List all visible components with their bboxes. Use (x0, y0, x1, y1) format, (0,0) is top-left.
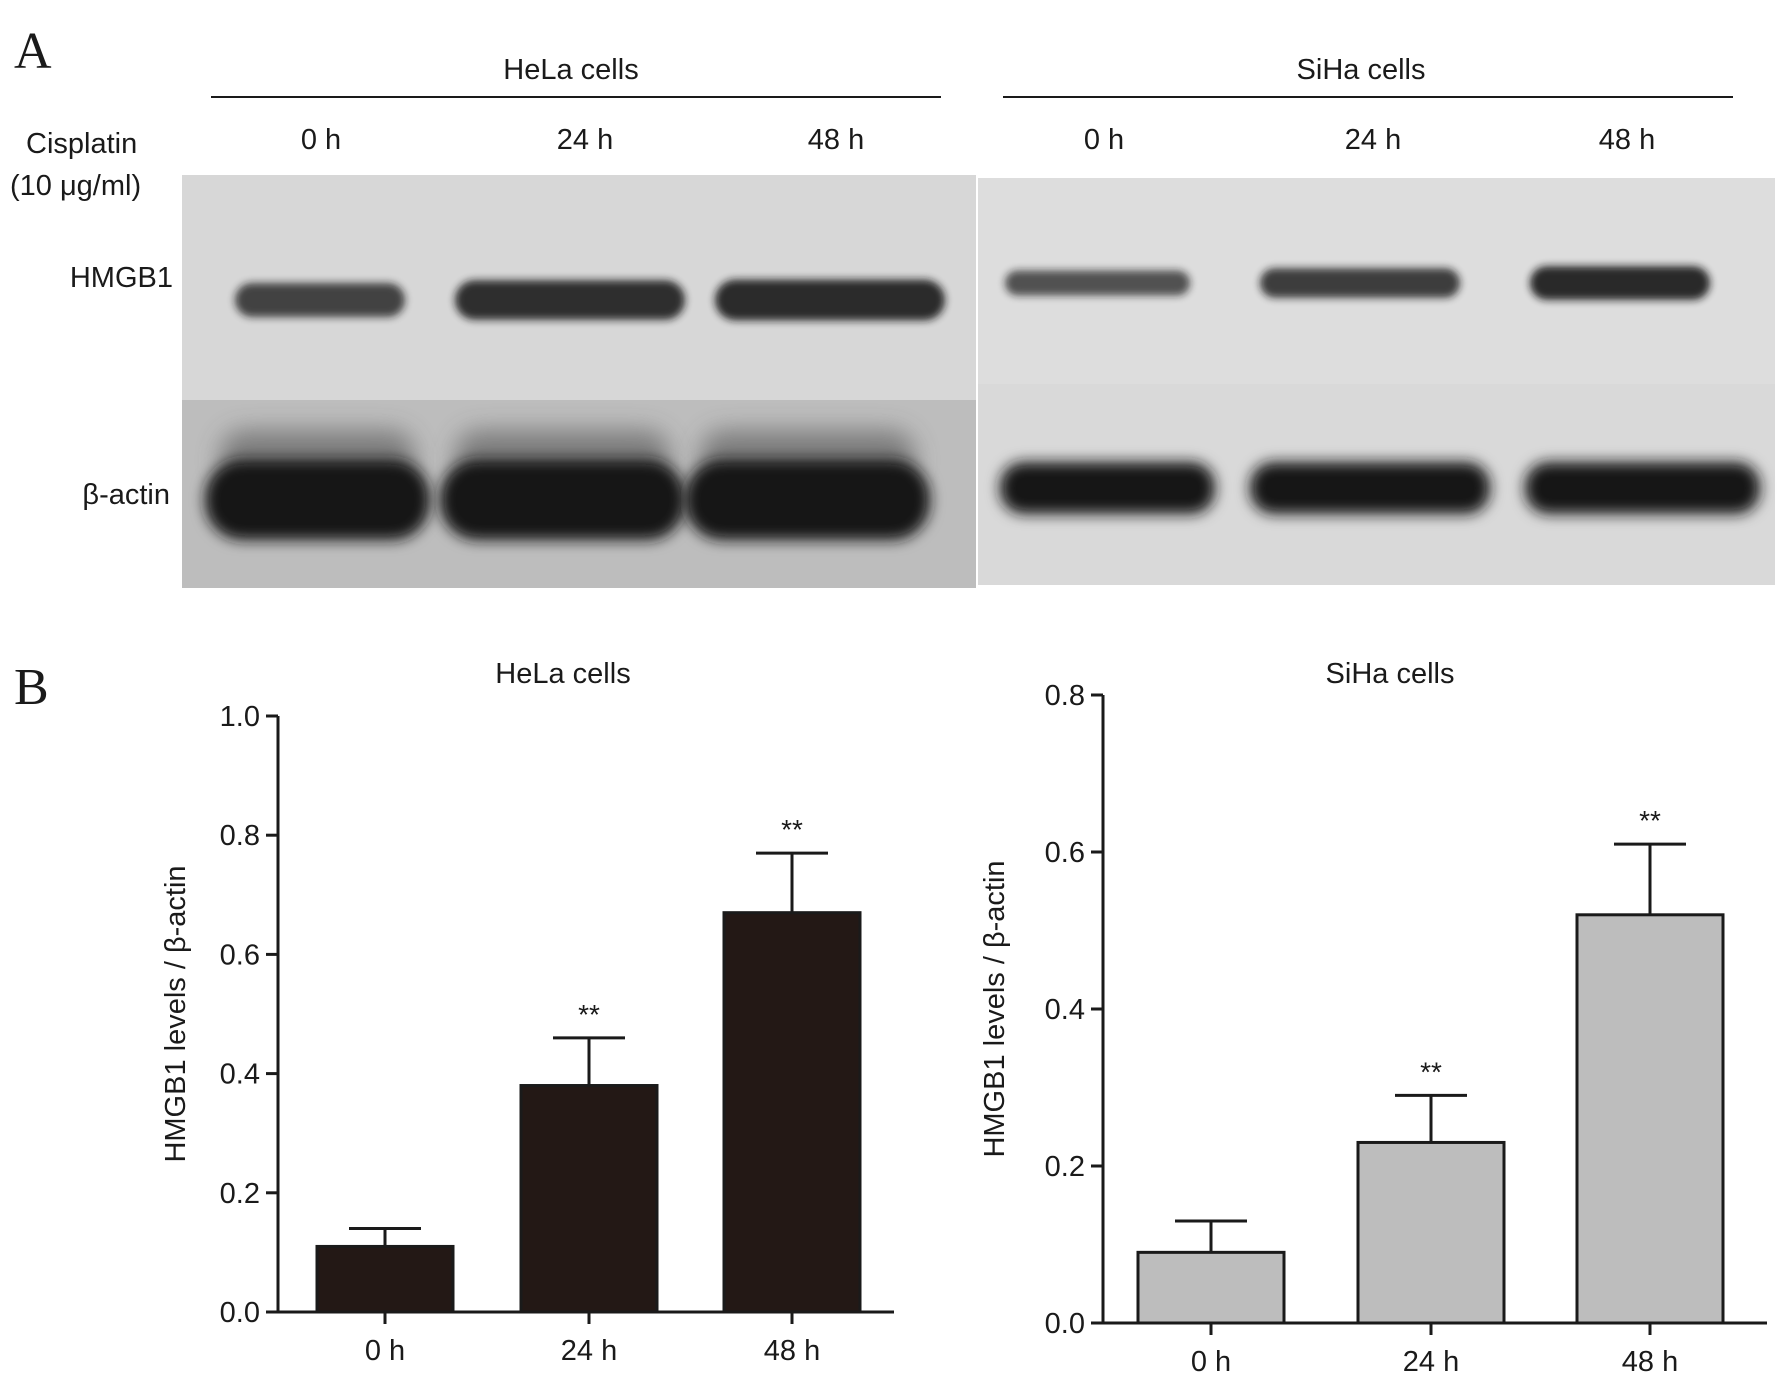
siha-actin-band (1250, 462, 1490, 514)
y-tick-label: 0.8 (220, 820, 260, 852)
significance-label: ** (1639, 805, 1661, 836)
significance-label: ** (578, 999, 600, 1030)
bar (315, 1244, 455, 1314)
lane-label: 0 h (300, 124, 342, 156)
lane-label: 0 h (1083, 124, 1125, 156)
x-tick-label: 48 h (764, 1335, 820, 1367)
significance-label: ** (781, 814, 803, 845)
y-tick-label: 0.4 (220, 1059, 260, 1091)
bar (1575, 913, 1725, 1325)
siha-actin-band (1000, 462, 1215, 514)
hela-actin-band (440, 460, 685, 540)
y-tick-label: 0.4 (1045, 994, 1085, 1026)
siha-hmgb1-band (1530, 266, 1710, 300)
actin-row-label: β-actin (82, 479, 170, 511)
y-axis-label: HMGB1 levels / β-actin (160, 865, 192, 1162)
hela-group-line (211, 96, 941, 98)
hela-hmgb1-band (455, 280, 685, 320)
y-tick-label: 1.0 (220, 701, 260, 733)
x-tick-label: 24 h (561, 1335, 617, 1367)
siha-actin-band (1525, 462, 1760, 514)
lane-label: 48 h (1598, 124, 1656, 156)
lane-label: 48 h (807, 124, 865, 156)
chart-title: HeLa cells (495, 658, 630, 690)
y-tick-label: 0.0 (220, 1297, 260, 1329)
bar-charts: HeLa cells HMGB1 levels / β-actin 0.0 0.2 0.… (160, 658, 1767, 1378)
panel-b-letter: B (14, 659, 49, 716)
western-blot (182, 175, 1775, 588)
bar (519, 1084, 659, 1314)
lane-label: 24 h (556, 124, 614, 156)
siha-group-label: SiHa cells (1296, 54, 1426, 86)
siha-hmgb1-band (1005, 270, 1190, 296)
significance-label: ** (1420, 1056, 1442, 1087)
x-tick-label: 0 h (1191, 1346, 1231, 1378)
siha-hmgb1-band (1260, 268, 1460, 298)
siha-group-line (1003, 96, 1733, 98)
lane-label: 24 h (1344, 124, 1402, 156)
y-tick-label: 0.6 (220, 939, 260, 971)
hmgb1-row-label: HMGB1 (69, 262, 173, 294)
treatment-dose-label: (10 μg/ml) (10, 170, 142, 202)
bar (1356, 1140, 1506, 1325)
treatment-label: Cisplatin (26, 128, 138, 160)
y-tick-label: 0.8 (1045, 680, 1085, 712)
x-tick-label: 24 h (1403, 1346, 1459, 1378)
x-tick-label: 48 h (1622, 1346, 1678, 1378)
chart-title: SiHa cells (1326, 658, 1455, 690)
panel-a-letter: A (14, 23, 52, 80)
hela-actin-band (205, 460, 430, 540)
y-tick-label: 0.0 (1045, 1308, 1085, 1340)
hela-actin-band (685, 460, 930, 540)
y-axis-label: HMGB1 levels / β-actin (979, 860, 1011, 1157)
hela-hmgb1-band (235, 282, 405, 318)
y-tick-label: 0.2 (220, 1178, 260, 1210)
hela-hmgb1-band (715, 279, 945, 321)
x-tick-label: 0 h (365, 1335, 405, 1367)
bar (722, 911, 862, 1314)
y-tick-label: 0.2 (1045, 1151, 1085, 1183)
y-tick-label: 0.6 (1045, 837, 1085, 869)
bar (1136, 1250, 1286, 1325)
hela-group-label: HeLa cells (503, 54, 639, 86)
